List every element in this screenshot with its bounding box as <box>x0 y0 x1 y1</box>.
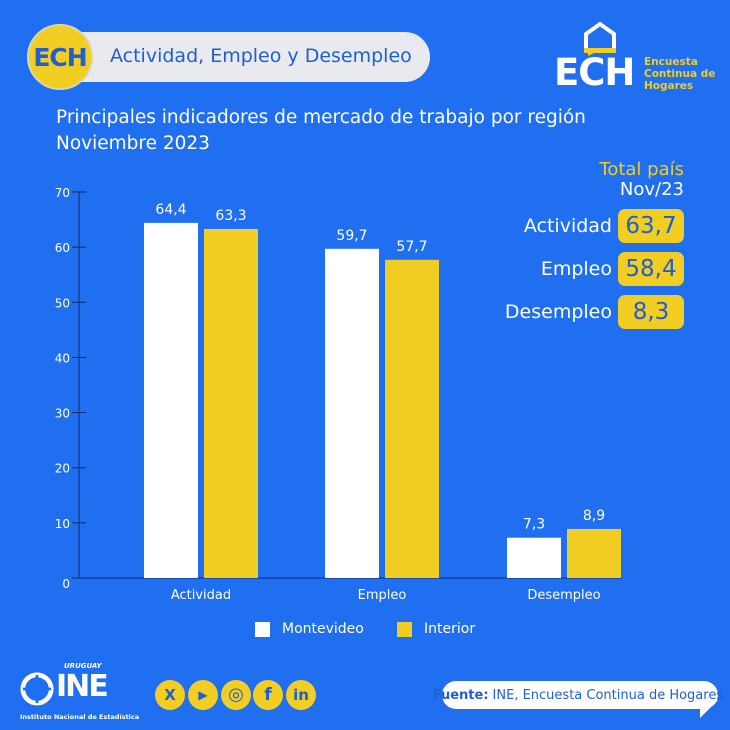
x-tick-label: Desempleo <box>527 588 600 603</box>
legend-label: Interior <box>424 621 476 637</box>
legend-swatch-interior <box>397 621 412 637</box>
legend-label: Montevideo <box>282 621 364 637</box>
bar-interior-actividad <box>204 228 258 578</box>
total-pais-header: Total país Nov/23 <box>599 160 684 200</box>
total-pais-title: Total país <box>599 159 684 180</box>
linkedin-icon[interactable]: in <box>286 680 316 710</box>
y-tick-label: 20 <box>55 462 70 476</box>
chart-subtitle: Principales indicadores de mercado de tr… <box>56 105 586 157</box>
x-tick-label: Actividad <box>171 588 231 603</box>
instagram-icon[interactable]: ◎ <box>221 680 251 710</box>
logo-subtitle-line: Hogares <box>644 80 694 92</box>
data-label: 8,9 <box>583 508 605 524</box>
bar-montevideo-empleo <box>325 248 379 578</box>
legend-interior: Interior <box>397 620 475 638</box>
y-tick-label: 40 <box>55 351 70 365</box>
ine-globe-icon <box>20 672 54 706</box>
indicator-value: 63,7 <box>618 209 684 243</box>
y-tick-label: 0 <box>62 577 70 591</box>
data-label: 63,3 <box>215 208 246 224</box>
indicator-actividad: Actividad 63,7 <box>524 209 684 243</box>
header-title: Actividad, Empleo y Desempleo <box>110 45 412 67</box>
legend-montevideo: Montevideo <box>255 620 364 638</box>
y-tick-label: 70 <box>55 186 70 200</box>
bar-montevideo-desempleo <box>507 537 561 578</box>
youtube-icon[interactable]: ▶ <box>188 680 218 710</box>
y-tick-label: 30 <box>55 407 70 421</box>
x-icon[interactable]: X <box>155 680 185 710</box>
data-label: 7,3 <box>523 517 545 533</box>
y-tick-label: 60 <box>55 241 70 255</box>
logo-text: ECH <box>554 51 635 94</box>
bar-montevideo-actividad <box>144 222 198 578</box>
indicator-desempleo: Desempleo 8,3 <box>505 295 684 329</box>
logo-subtitle-line: Continua de <box>644 68 716 80</box>
data-label: 64,4 <box>155 202 186 218</box>
logo-subtitle-line: Encuesta <box>644 56 698 68</box>
logo-subtitle: Encuesta Continua de Hogares <box>644 56 715 92</box>
indicator-label: Empleo <box>540 258 612 280</box>
source-label: Fuente: <box>432 687 489 703</box>
y-tick-label: 50 <box>55 296 70 310</box>
total-pais-period: Nov/23 <box>619 179 684 200</box>
y-tick-label: 10 <box>55 517 70 531</box>
source-note: Fuente: INE, Encuesta Continua de Hogare… <box>433 681 727 709</box>
ine-full-name: Instituto Nacional de Estadística <box>20 713 140 721</box>
ech-badge: ECH <box>27 24 93 90</box>
source-text: INE, Encuesta Continua de Hogares. <box>492 687 728 703</box>
data-label: 59,7 <box>336 228 367 244</box>
indicator-label: Desempleo <box>504 301 612 323</box>
chart-period: Noviembre 2023 <box>56 133 210 154</box>
legend-swatch-montevideo <box>255 621 270 637</box>
indicator-value: 58,4 <box>618 252 684 286</box>
house-icon <box>584 22 616 56</box>
ine-country: URUGUAY <box>64 662 102 670</box>
ine-logo: URUGUAY INE Instituto Nacional de Estadí… <box>20 662 162 722</box>
ech-logo: ECH Encuesta Continua de Hogares <box>554 22 724 96</box>
data-label: 57,7 <box>396 239 427 255</box>
bar-interior-desempleo <box>567 528 621 578</box>
indicator-empleo: Empleo 58,4 <box>541 252 684 286</box>
chart-title: Principales indicadores de mercado de tr… <box>56 107 586 128</box>
ine-name: INE <box>56 669 109 704</box>
indicator-label: Actividad <box>523 215 612 237</box>
facebook-icon[interactable]: f <box>253 680 283 710</box>
indicator-value: 8,3 <box>618 295 684 329</box>
header-pill <box>30 32 430 82</box>
bar-interior-empleo <box>385 259 439 578</box>
x-tick-label: Empleo <box>358 588 407 603</box>
